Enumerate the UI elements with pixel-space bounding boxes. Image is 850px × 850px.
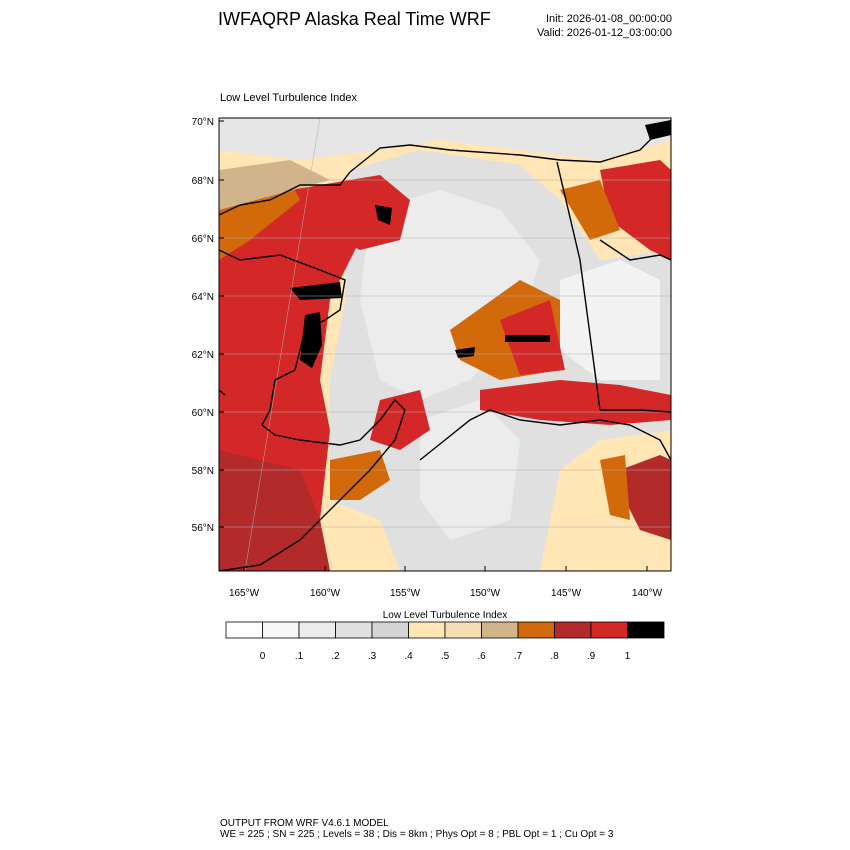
plot-title: Low Level Turbulence Index (220, 92, 357, 104)
turbulence-field (219, 118, 671, 571)
colorbar-swatch (590, 621, 628, 639)
map-frame (218, 117, 672, 572)
colorbar-label: .6 (477, 651, 486, 662)
colorbar-label: .3 (368, 651, 377, 662)
colorbar-label: 1 (625, 651, 631, 662)
colorbar-label: .2 (331, 651, 340, 662)
colorbar-label: .1 (295, 651, 304, 662)
valid-time: Valid: 2026-01-12_03:00:00 (537, 27, 672, 39)
colorbar-swatch (371, 621, 409, 639)
lat-label: 60°N (192, 408, 214, 419)
colorbar-label: .8 (550, 651, 559, 662)
colorbar-label: .4 (404, 651, 413, 662)
colorbar-swatch (298, 621, 336, 639)
lon-label: 160°W (310, 588, 341, 599)
coastlines (219, 119, 671, 571)
lon-label: 165°W (229, 588, 260, 599)
footer-config-line: WE = 225 ; SN = 225 ; Levels = 38 ; Dis … (220, 829, 614, 840)
colorbar-swatch (627, 621, 665, 639)
colorbar-swatch (554, 621, 592, 639)
lon-label: 140°W (632, 588, 663, 599)
lat-label: 68°N (192, 176, 214, 187)
colorbar-swatch (481, 621, 519, 639)
colorbar-label: 0 (260, 651, 266, 662)
init-time: Init: 2026-01-08_00:00:00 (546, 13, 672, 25)
graticule (219, 118, 671, 571)
main-title: IWFAQRP Alaska Real Time WRF (218, 9, 491, 29)
colorbar-swatch (335, 621, 373, 639)
colorbar-label: .5 (441, 651, 450, 662)
lon-label: 155°W (390, 588, 421, 599)
colorbar: 0 .1 .2 .3 .4 .5 .6 .7 .8 .9 1 (225, 621, 665, 662)
colorbar-swatch (444, 621, 482, 639)
colorbar-swatch (517, 621, 555, 639)
latitude-axis: 70°N 68°N 66°N 64°N 62°N 60°N 58°N 56°N (192, 117, 224, 534)
lat-label: 56°N (192, 523, 214, 534)
colorbar-label: .9 (587, 651, 596, 662)
colorbar-label: .7 (514, 651, 523, 662)
lon-label: 145°W (551, 588, 582, 599)
lat-label: 62°N (192, 350, 214, 361)
longitude-axis: 165°W 160°W 155°W 150°W 145°W 140°W (229, 566, 663, 599)
colorbar-swatch (408, 621, 446, 639)
colorbar-swatch (225, 621, 263, 639)
lat-label: 58°N (192, 466, 214, 477)
footer-model-line: OUTPUT FROM WRF V4.6.1 MODEL (220, 818, 389, 829)
lat-label: 70°N (192, 117, 214, 128)
colorbar-swatch (262, 621, 300, 639)
lon-label: 150°W (470, 588, 501, 599)
lat-label: 66°N (192, 234, 214, 245)
colorbar-title: Low Level Turbulence Index (382, 610, 508, 621)
lat-label: 64°N (192, 292, 214, 303)
